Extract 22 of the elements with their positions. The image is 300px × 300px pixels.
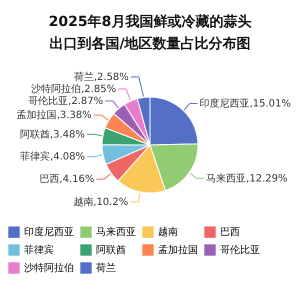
legend-label: 越南: [158, 226, 178, 238]
legend-label: 孟加拉国: [158, 244, 198, 256]
legend-label: 荷兰: [96, 262, 116, 274]
category-label: 巴西,4.16%: [39, 174, 94, 186]
legend-label: 哥伦比亚: [220, 244, 260, 256]
chart-title: 2025年8月我国鲜或冷藏的蒜头: [48, 14, 252, 30]
chart-subtitle: 出口到各国/地区数量占比分布图: [49, 36, 251, 52]
category-label: 菲律宾,4.08%: [20, 152, 86, 163]
legend-label: 印度尼西亚: [24, 226, 74, 238]
category-label: 马来西亚,12.29%: [206, 173, 288, 184]
legend-label: 马来西亚: [96, 226, 136, 238]
category-label: 孟加拉国,3.38%: [16, 110, 92, 122]
category-label: 阿联酋,3.48%: [20, 129, 85, 140]
legend-label: 沙特阿拉伯: [24, 262, 74, 274]
category-label: 沙特阿拉伯,2.85%: [31, 84, 116, 95]
legend-label: 菲律宾: [24, 244, 54, 256]
category-label: 越南,10.2%: [73, 196, 128, 208]
category-label: 印度尼西亚,15.01%: [200, 98, 291, 110]
legend-label: 巴西: [220, 227, 240, 238]
category-label: 荷兰,2.58%: [74, 72, 129, 83]
legend-label: 阿联酋: [96, 244, 126, 256]
category-label: 哥伦比亚,2.87%: [28, 96, 104, 107]
